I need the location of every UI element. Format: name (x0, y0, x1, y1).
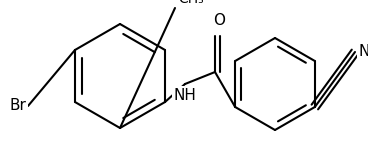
Text: CH₃: CH₃ (178, 0, 204, 6)
Text: NH: NH (174, 88, 197, 103)
Text: O: O (213, 13, 225, 28)
Text: N: N (359, 45, 368, 59)
Text: Br: Br (9, 99, 26, 114)
